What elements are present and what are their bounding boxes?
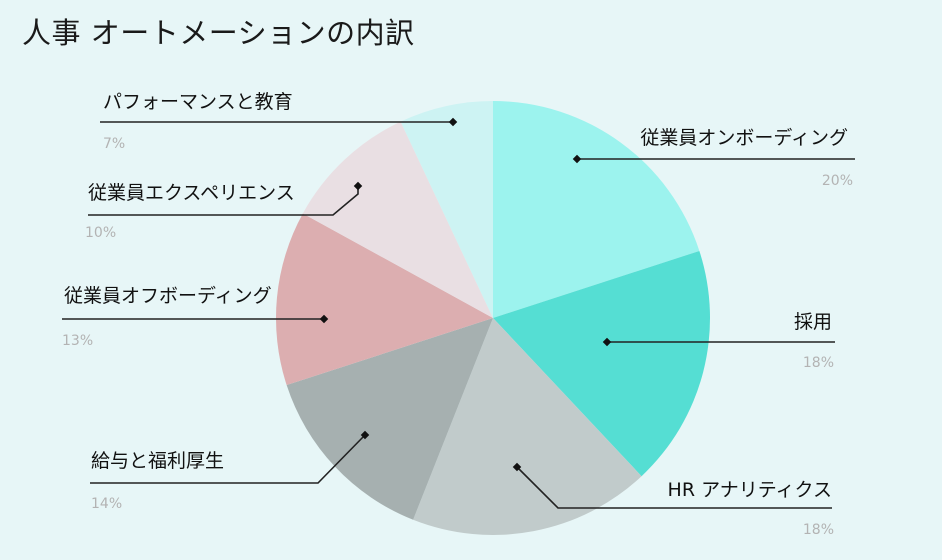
leader-marker-2 bbox=[512, 462, 522, 472]
leader-line-2 bbox=[516, 466, 832, 509]
slice-label-1: 採用 bbox=[794, 311, 832, 333]
slice-percent-0: 20% bbox=[822, 173, 853, 189]
slice-label-6: パフォーマンスと教育 bbox=[103, 91, 293, 113]
slice-labels: 従業員オンボーディング 20% 採用 18% HR アナリティクス 18% 給与と福利厚生 1… bbox=[62, 91, 853, 538]
slice-percent-5: 10% bbox=[85, 225, 116, 241]
chart-title: 人事 オートメーションの内訳 bbox=[22, 16, 415, 50]
pie-slice-4 bbox=[275, 213, 493, 386]
slice-percent-2: 18% bbox=[803, 522, 834, 538]
pie-slice-0 bbox=[493, 101, 700, 318]
leader-marker-5 bbox=[353, 181, 363, 191]
slice-percent-1: 18% bbox=[803, 355, 834, 371]
slice-label-3: 給与と福利厚生 bbox=[91, 450, 224, 472]
pie-slice-1 bbox=[493, 250, 711, 477]
slice-label-2: HR アナリティクス bbox=[668, 479, 832, 501]
slice-percent-3: 14% bbox=[91, 496, 122, 512]
slice-label-4: 従業員オフボーディング bbox=[64, 285, 272, 307]
slice-label-5: 従業員エクスペリエンス bbox=[88, 182, 295, 204]
pie-slice-2 bbox=[413, 318, 642, 536]
leader-line-3 bbox=[90, 434, 366, 484]
leader-marker-6 bbox=[448, 117, 458, 127]
leader-marker-4 bbox=[319, 314, 329, 324]
pie-slice-3 bbox=[286, 318, 493, 520]
pie-slice-6 bbox=[400, 101, 493, 318]
pie-slices bbox=[275, 101, 711, 536]
pie-slice-5 bbox=[302, 121, 493, 319]
slice-percent-6: 7% bbox=[103, 136, 125, 152]
slice-label-0: 従業員オンボーディング bbox=[640, 127, 848, 149]
leader-marker-3 bbox=[360, 430, 370, 440]
slice-percent-4: 13% bbox=[62, 333, 93, 349]
leader-marker-1 bbox=[602, 337, 612, 347]
